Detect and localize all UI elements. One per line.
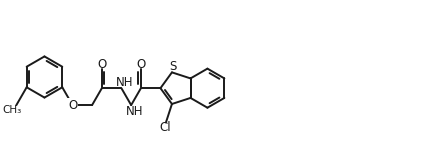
Text: O: O [68, 99, 77, 112]
Text: NH: NH [126, 105, 143, 118]
Text: O: O [136, 58, 146, 71]
Text: Cl: Cl [159, 121, 171, 134]
Text: O: O [97, 58, 106, 71]
Text: S: S [169, 60, 177, 73]
Text: CH₃: CH₃ [3, 105, 22, 115]
Text: NH: NH [116, 76, 133, 89]
